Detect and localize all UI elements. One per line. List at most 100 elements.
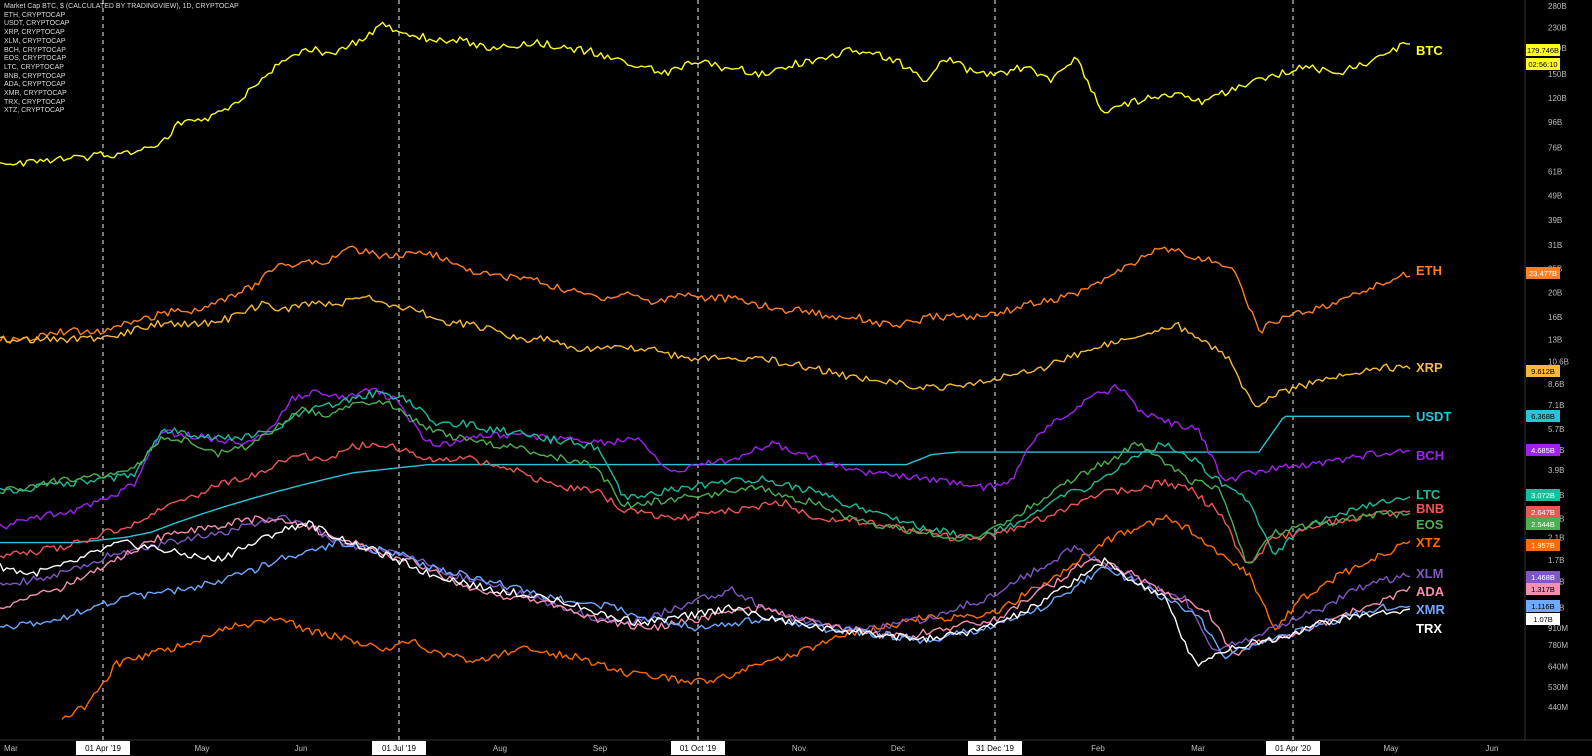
y-tick-label: 10.6B <box>1548 358 1569 367</box>
y-tick-label: 910M <box>1548 624 1568 633</box>
x-tick-label: Sep <box>593 744 608 753</box>
series-line-usdt[interactable] <box>0 415 1410 544</box>
series-line-ltc[interactable] <box>0 390 1411 556</box>
x-tick-highlight <box>372 741 426 755</box>
last-value-text: 4.685B <box>1531 446 1555 455</box>
last-value-text: 6.368B <box>1531 412 1555 421</box>
x-tick-label: 01 Jul '19 <box>382 744 417 753</box>
y-tick-label: 5.7B <box>1548 425 1564 434</box>
y-tick-label: 440M <box>1548 703 1568 712</box>
legend-item: XMR, CRYPTOCAP <box>4 90 67 98</box>
series-name-label: LTC <box>1416 487 1441 502</box>
last-value-tag <box>1526 583 1560 595</box>
y-tick-label: 39B <box>1548 216 1562 225</box>
x-tick-label: Aug <box>493 744 507 753</box>
series-line-btc[interactable] <box>0 21 1410 167</box>
last-value-tag <box>1526 44 1560 56</box>
legend-item: EOS, CRYPTOCAP <box>4 55 66 63</box>
y-tick-label: 31B <box>1548 241 1562 250</box>
y-tick-label: 13B <box>1548 335 1562 344</box>
x-tick-label: May <box>1383 744 1398 753</box>
legend-item: ADA, CRYPTOCAP <box>4 81 66 89</box>
last-value-tag <box>1526 539 1560 551</box>
x-tick-highlight <box>1266 741 1320 755</box>
countdown-tag <box>1526 58 1560 70</box>
series-name-label: USDT <box>1416 409 1451 424</box>
series-line-bch[interactable] <box>0 384 1410 530</box>
last-value-text: 9.612B <box>1531 367 1555 376</box>
series-name-label: ETH <box>1416 263 1442 278</box>
legend-item: TRX, CRYPTOCAP <box>4 98 66 106</box>
y-tick-label: 8.6B <box>1548 380 1564 389</box>
x-tick-label: Mar <box>1191 744 1205 753</box>
x-tick-label: Jun <box>295 744 308 753</box>
last-value-tag <box>1526 489 1560 501</box>
last-value-text: 1.957B <box>1531 541 1555 550</box>
x-tick-highlight <box>671 741 725 755</box>
series-name-label: BCH <box>1416 448 1444 463</box>
series-name-label: EOS <box>1416 517 1444 532</box>
last-value-tag <box>1526 518 1560 530</box>
last-value-text: 2.647B <box>1531 508 1555 517</box>
y-tick-label: 76B <box>1548 144 1562 153</box>
y-tick-label: 16B <box>1548 313 1562 322</box>
x-tick-label: Feb <box>1091 744 1105 753</box>
last-value-text: 179.746B <box>1527 46 1559 55</box>
x-tick-label: 01 Apr '19 <box>85 744 121 753</box>
last-value-tag <box>1526 365 1560 377</box>
last-value-tag <box>1526 444 1560 456</box>
series-line-eos[interactable] <box>0 399 1411 564</box>
legend-item: XRP, CRYPTOCAP <box>4 29 65 37</box>
y-tick-label: 2.1B <box>1548 533 1564 542</box>
series-name-label: TRX <box>1416 621 1442 636</box>
legend-item: XTZ, CRYPTOCAP <box>4 107 65 115</box>
y-tick-label: 3.9B <box>1548 466 1564 475</box>
y-axis-panel[interactable] <box>1525 0 1592 756</box>
series-name-label: BTC <box>1416 43 1443 58</box>
series-name-label: XMR <box>1416 602 1446 617</box>
y-tick-label: 7.1B <box>1548 401 1564 410</box>
last-value-tag <box>1526 571 1560 583</box>
y-tick-label: 96B <box>1548 118 1562 127</box>
y-tick-label: 120B <box>1548 94 1567 103</box>
x-tick-label: Dec <box>891 744 905 753</box>
series-name-label: XLM <box>1416 566 1443 581</box>
series-line-bnb[interactable] <box>0 441 1411 563</box>
legend-item: XLM, CRYPTOCAP <box>4 37 66 45</box>
last-value-tag <box>1526 410 1560 422</box>
x-tick-label: Mar <box>4 744 18 753</box>
series-line-xmr[interactable] <box>0 538 1411 660</box>
y-tick-label: 530M <box>1548 683 1568 692</box>
y-tick-label: 1.7B <box>1548 556 1564 565</box>
last-value-tag <box>1526 267 1560 279</box>
series-line-ada[interactable] <box>0 515 1411 656</box>
series-name-label: XTZ <box>1416 535 1441 550</box>
last-value-tag <box>1526 506 1560 518</box>
series-line-eth[interactable] <box>0 245 1411 344</box>
legend-item: LTC, CRYPTOCAP <box>4 63 64 71</box>
series-line-xlm[interactable] <box>0 514 1411 652</box>
y-tick-label: 640M <box>1548 662 1568 671</box>
x-tick-highlight <box>76 741 130 755</box>
x-tick-label: Nov <box>792 744 806 753</box>
legend-item: Market Cap BTC, $ (CALCULATED BY TRADING… <box>4 3 239 10</box>
series-line-xtz[interactable] <box>61 514 1411 720</box>
last-value-tag <box>1526 613 1560 625</box>
x-tick-highlight <box>968 741 1022 755</box>
legend-item: USDT, CRYPTOCAP <box>4 20 70 28</box>
series-name-label: BNB <box>1416 501 1444 516</box>
y-tick-label: 280B <box>1548 2 1567 11</box>
series-line-xrp[interactable] <box>0 294 1411 408</box>
x-tick-label: 01 Oct '19 <box>680 744 717 753</box>
last-value-text: 1.468B <box>1531 573 1555 582</box>
series-name-label: XRP <box>1416 360 1443 375</box>
series-legend: Market Cap BTC, $ (CALCULATED BY TRADING… <box>4 3 239 116</box>
last-value-text: 1.116B <box>1531 602 1554 611</box>
y-tick-label: 230B <box>1548 23 1567 32</box>
legend-item: ETH, CRYPTOCAP <box>4 11 66 19</box>
last-value-text: 1.317B <box>1531 585 1555 594</box>
y-tick-label: 49B <box>1548 191 1562 200</box>
x-tick-label: Jun <box>1486 744 1499 753</box>
series-line-trx[interactable] <box>0 520 1411 667</box>
